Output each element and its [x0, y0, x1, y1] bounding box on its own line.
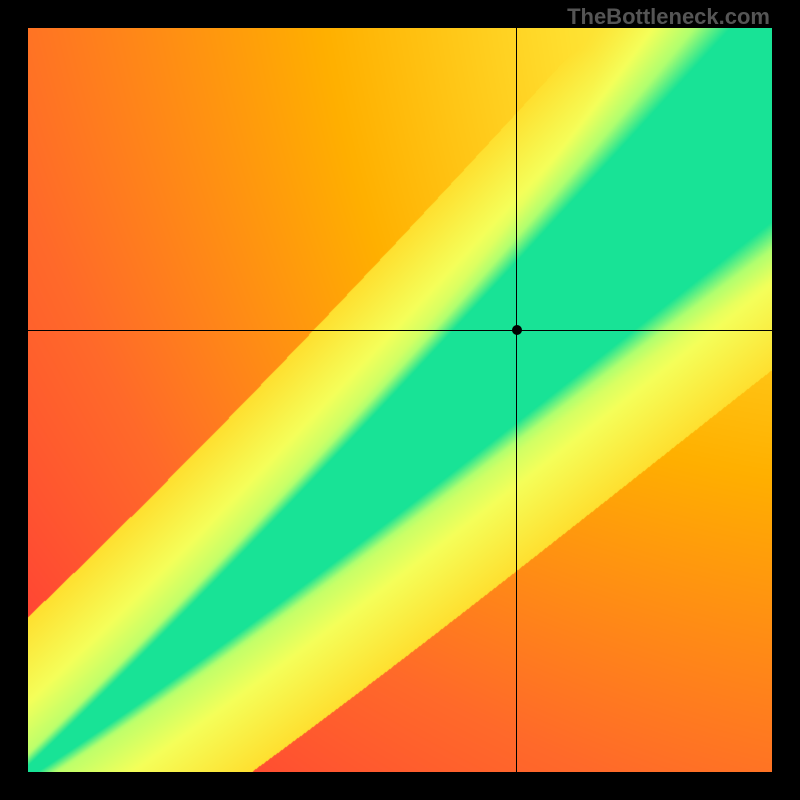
watermark-text: TheBottleneck.com [567, 4, 770, 30]
crosshair-marker [512, 325, 522, 335]
plot-area [28, 28, 772, 772]
heatmap-canvas [28, 28, 772, 772]
crosshair-horizontal [28, 330, 772, 331]
chart-wrapper: TheBottleneck.com [0, 0, 800, 800]
crosshair-vertical [516, 28, 517, 772]
